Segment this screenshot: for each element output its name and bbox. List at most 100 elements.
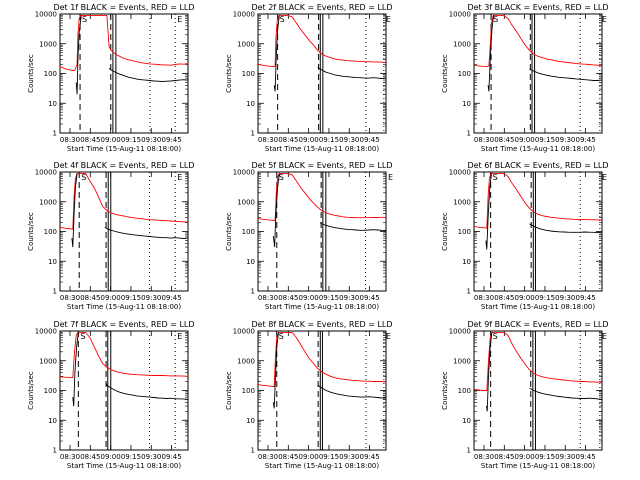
y-tick-label: 1000 — [39, 198, 57, 206]
x-tick-label: 09:45 — [359, 294, 379, 302]
x-tick-label: 08:30 — [258, 136, 278, 144]
chart-panel-4: Det 4f BLACK = Events, RED = LLD 1 10 100 10… — [27, 161, 195, 311]
y-axis-label: Counts/sec — [441, 54, 449, 93]
y-tick-label: 1 — [467, 288, 471, 296]
events-series-line — [487, 15, 495, 92]
x-tick-label: 08:45 — [80, 136, 100, 144]
x-tick-label: 09:00 — [299, 453, 319, 461]
chart-title: Det 9f BLACK = Events, RED = LLD — [467, 320, 608, 329]
lld-series-line — [474, 331, 602, 391]
y-tick-label: 1000 — [453, 40, 471, 48]
lld-series-line — [60, 14, 188, 72]
x-tick-label: 09:00 — [299, 294, 319, 302]
y-tick-label: 1 — [251, 130, 255, 138]
x-tick-label: 09:00 — [515, 294, 535, 302]
y-tick-label: 1 — [53, 288, 57, 296]
y-tick-label: 10000 — [35, 11, 57, 19]
events-series-line — [529, 223, 602, 234]
x-tick-label: 08:45 — [278, 294, 298, 302]
x-axis-label: Start Time (15-Aug-11 08:18:00) — [481, 145, 595, 153]
y-tick-label: 10 — [246, 100, 255, 108]
x-tick-label: 09:30 — [339, 294, 359, 302]
x-tick-label: 08:45 — [278, 136, 298, 144]
x-tick-label: 09:00 — [299, 136, 319, 144]
x-tick-label: 09:45 — [359, 136, 379, 144]
x-tick-label: 09:00 — [515, 453, 535, 461]
y-tick-label: 10000 — [233, 11, 255, 19]
marker-label-start: S — [279, 332, 284, 341]
y-tick-label: 1 — [53, 447, 57, 455]
y-tick-label: 100 — [458, 70, 471, 78]
chart-title: Det 4f BLACK = Events, RED = LLD — [53, 161, 194, 170]
x-tick-label: 08:45 — [494, 294, 514, 302]
x-tick-label: 08:45 — [278, 453, 298, 461]
marker-label-end: E — [388, 173, 393, 182]
y-tick-label: 100 — [458, 387, 471, 395]
y-tick-label: 1 — [467, 130, 471, 138]
y-tick-label: 10000 — [449, 11, 471, 19]
lld-series-line — [60, 172, 188, 230]
x-tick-label: 09:45 — [161, 294, 181, 302]
lld-series-line — [258, 14, 386, 68]
y-axis-label: Counts/sec — [441, 371, 449, 410]
chart-panel-5: Det 5f BLACK = Events, RED = LLD 1 10 100 10… — [225, 161, 393, 311]
y-tick-label: 1000 — [39, 357, 57, 365]
events-series-line — [485, 332, 493, 412]
y-tick-label: 10000 — [233, 328, 255, 336]
x-tick-label: 09:15 — [319, 294, 339, 302]
y-tick-label: 10 — [462, 100, 471, 108]
chart-title: Det 7f BLACK = Events, RED = LLD — [53, 320, 194, 329]
events-series-line — [317, 384, 386, 399]
x-tick-label: 09:15 — [121, 294, 141, 302]
lld-series-line — [474, 14, 602, 68]
y-tick-label: 100 — [242, 228, 255, 236]
x-tick-label: 09:15 — [319, 136, 339, 144]
x-tick-label: 09:45 — [575, 294, 595, 302]
plot-frame — [473, 13, 603, 134]
events-series-line — [529, 387, 602, 400]
chart-title: Det 1f BLACK = Events, RED = LLD — [53, 3, 194, 12]
events-series-line — [71, 173, 78, 248]
x-tick-label: 08:30 — [60, 136, 80, 144]
x-tick-label: 08:30 — [474, 294, 494, 302]
events-series-line — [319, 222, 386, 231]
marker-label-end: E — [177, 332, 182, 341]
x-tick-label: 09:30 — [555, 294, 575, 302]
chart-title: Det 3f BLACK = Events, RED = LLD — [467, 3, 608, 12]
chart-panel-6: Det 6f BLACK = Events, RED = LLD 1 10 100 10… — [441, 161, 609, 311]
y-tick-label: 10000 — [449, 328, 471, 336]
y-tick-label: 10 — [462, 417, 471, 425]
events-series-line — [104, 226, 188, 239]
chart-panel-9: Det 9f BLACK = Events, RED = LLD 1 10 100 10… — [441, 320, 609, 470]
y-tick-label: 10000 — [35, 169, 57, 177]
lld-series-line — [258, 331, 386, 388]
chart-title: Det 8f BLACK = Events, RED = LLD — [251, 320, 392, 329]
x-tick-label: 09:30 — [555, 453, 575, 461]
y-tick-label: 10000 — [35, 328, 57, 336]
marker-label-end: E — [602, 15, 607, 24]
marker-label-end: E — [177, 173, 182, 182]
x-tick-label: 09:45 — [575, 453, 595, 461]
chart-panel-1: Det 1f BLACK = Events, RED = LLD 1 10 100 10… — [27, 3, 195, 153]
x-tick-label: 09:30 — [141, 294, 161, 302]
events-series-line — [105, 382, 188, 400]
y-tick-label: 10 — [246, 258, 255, 266]
chart-panel-7: Det 7f BLACK = Events, RED = LLD 1 10 100 10… — [27, 320, 195, 470]
x-tick-label: 09:30 — [555, 136, 575, 144]
x-axis-label: Start Time (15-Aug-11 08:18:00) — [67, 303, 181, 311]
marker-label-start: S — [493, 173, 498, 182]
x-tick-label: 09:30 — [141, 453, 161, 461]
y-tick-label: 10 — [246, 417, 255, 425]
x-tick-label: 09:00 — [101, 294, 121, 302]
x-tick-label: 08:45 — [80, 453, 100, 461]
y-tick-label: 10 — [462, 258, 471, 266]
chart-title: Det 2f BLACK = Events, RED = LLD — [251, 3, 392, 12]
y-tick-label: 10 — [48, 258, 57, 266]
y-axis-label: Counts/sec — [225, 371, 233, 410]
events-series-line — [108, 67, 188, 82]
events-series-line — [72, 332, 79, 407]
x-tick-label: 08:45 — [494, 453, 514, 461]
y-tick-label: 1 — [53, 130, 57, 138]
marker-label-start: S — [82, 15, 87, 24]
x-tick-label: 08:30 — [258, 294, 278, 302]
